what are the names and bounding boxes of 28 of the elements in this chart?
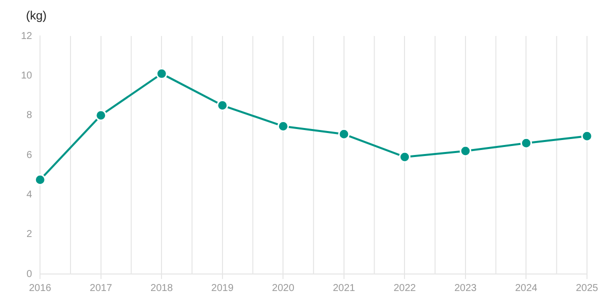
point xyxy=(95,110,107,122)
point xyxy=(34,174,46,186)
y-tick-label: 0 xyxy=(26,268,33,280)
y-tick-label: 10 xyxy=(21,70,33,82)
x-tick-label: 2023 xyxy=(454,282,478,294)
y-tick-label: 4 xyxy=(26,189,33,200)
x-tick-label: 2017 xyxy=(90,282,112,294)
x-tick-label: 2019 xyxy=(211,282,234,294)
point xyxy=(460,145,472,157)
x-tick-label: 2016 xyxy=(29,282,52,294)
point xyxy=(338,128,350,140)
point xyxy=(581,130,593,142)
x-tick-label: 2022 xyxy=(394,282,416,294)
y-axis-title: (kg) xyxy=(26,8,47,22)
y-tick-label: 6 xyxy=(26,150,33,161)
point xyxy=(398,151,410,163)
point xyxy=(156,68,168,80)
x-tick-label: 2024 xyxy=(515,282,538,294)
y-tick-label: 8 xyxy=(26,110,33,122)
x-tick-label: 2025 xyxy=(576,282,599,294)
x-tick-label: 2018 xyxy=(150,282,174,294)
y-tick-label: 12 xyxy=(21,30,33,42)
x-tick-label: 2020 xyxy=(272,282,295,294)
x-tick-label: 2021 xyxy=(332,282,356,294)
point xyxy=(277,120,289,132)
y-tick-label: 2 xyxy=(26,229,33,240)
point xyxy=(520,137,532,149)
point xyxy=(216,100,228,112)
